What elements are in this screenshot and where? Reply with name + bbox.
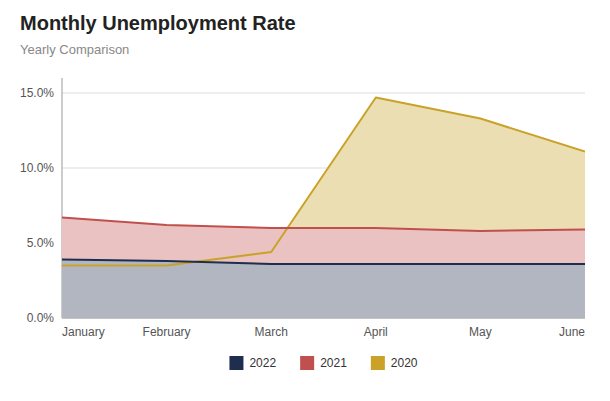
y-tick-label: 15.0%: [20, 86, 54, 100]
line: [62, 260, 585, 265]
legend-item: 2020: [371, 356, 418, 370]
lines: [62, 98, 585, 266]
legend-label: 2022: [249, 356, 276, 370]
grid: [62, 93, 585, 318]
x-tick-label: March: [255, 325, 288, 339]
areas: [62, 98, 585, 319]
x-tick-label: February: [143, 325, 191, 339]
legend: 2022 2021 2020: [229, 356, 417, 370]
chart-svg: Monthly Unemployment Rate Yearly Comparis…: [0, 0, 610, 401]
x-tick-label: June: [559, 325, 585, 339]
area-fill: [62, 260, 585, 319]
line: [62, 218, 585, 232]
legend-swatch: [371, 356, 385, 370]
title: Monthly Unemployment Rate: [20, 12, 296, 34]
line: [62, 98, 585, 266]
x-tick-label: January: [62, 325, 105, 339]
legend-item: 2021: [300, 356, 347, 370]
subtitle: Yearly Comparison: [20, 42, 129, 57]
area-fill: [62, 218, 585, 319]
grid-line: [62, 93, 585, 94]
plot-area: [62, 98, 585, 319]
legend-label: 2020: [391, 356, 418, 370]
chart-container: Monthly Unemployment Rate Yearly Comparis…: [0, 0, 610, 401]
legend-swatch: [229, 356, 243, 370]
area-fill: [62, 98, 585, 319]
legend-swatch: [300, 356, 314, 370]
y-tick-label: 10.0%: [20, 161, 54, 175]
x-tick-label: May: [469, 325, 492, 339]
y-tick-label: 5.0%: [27, 236, 55, 250]
x-tick-label: April: [364, 325, 388, 339]
y-tick-label: 0.0%: [27, 311, 55, 325]
legend-label: 2021: [320, 356, 347, 370]
legend-item: 2022: [229, 356, 276, 370]
